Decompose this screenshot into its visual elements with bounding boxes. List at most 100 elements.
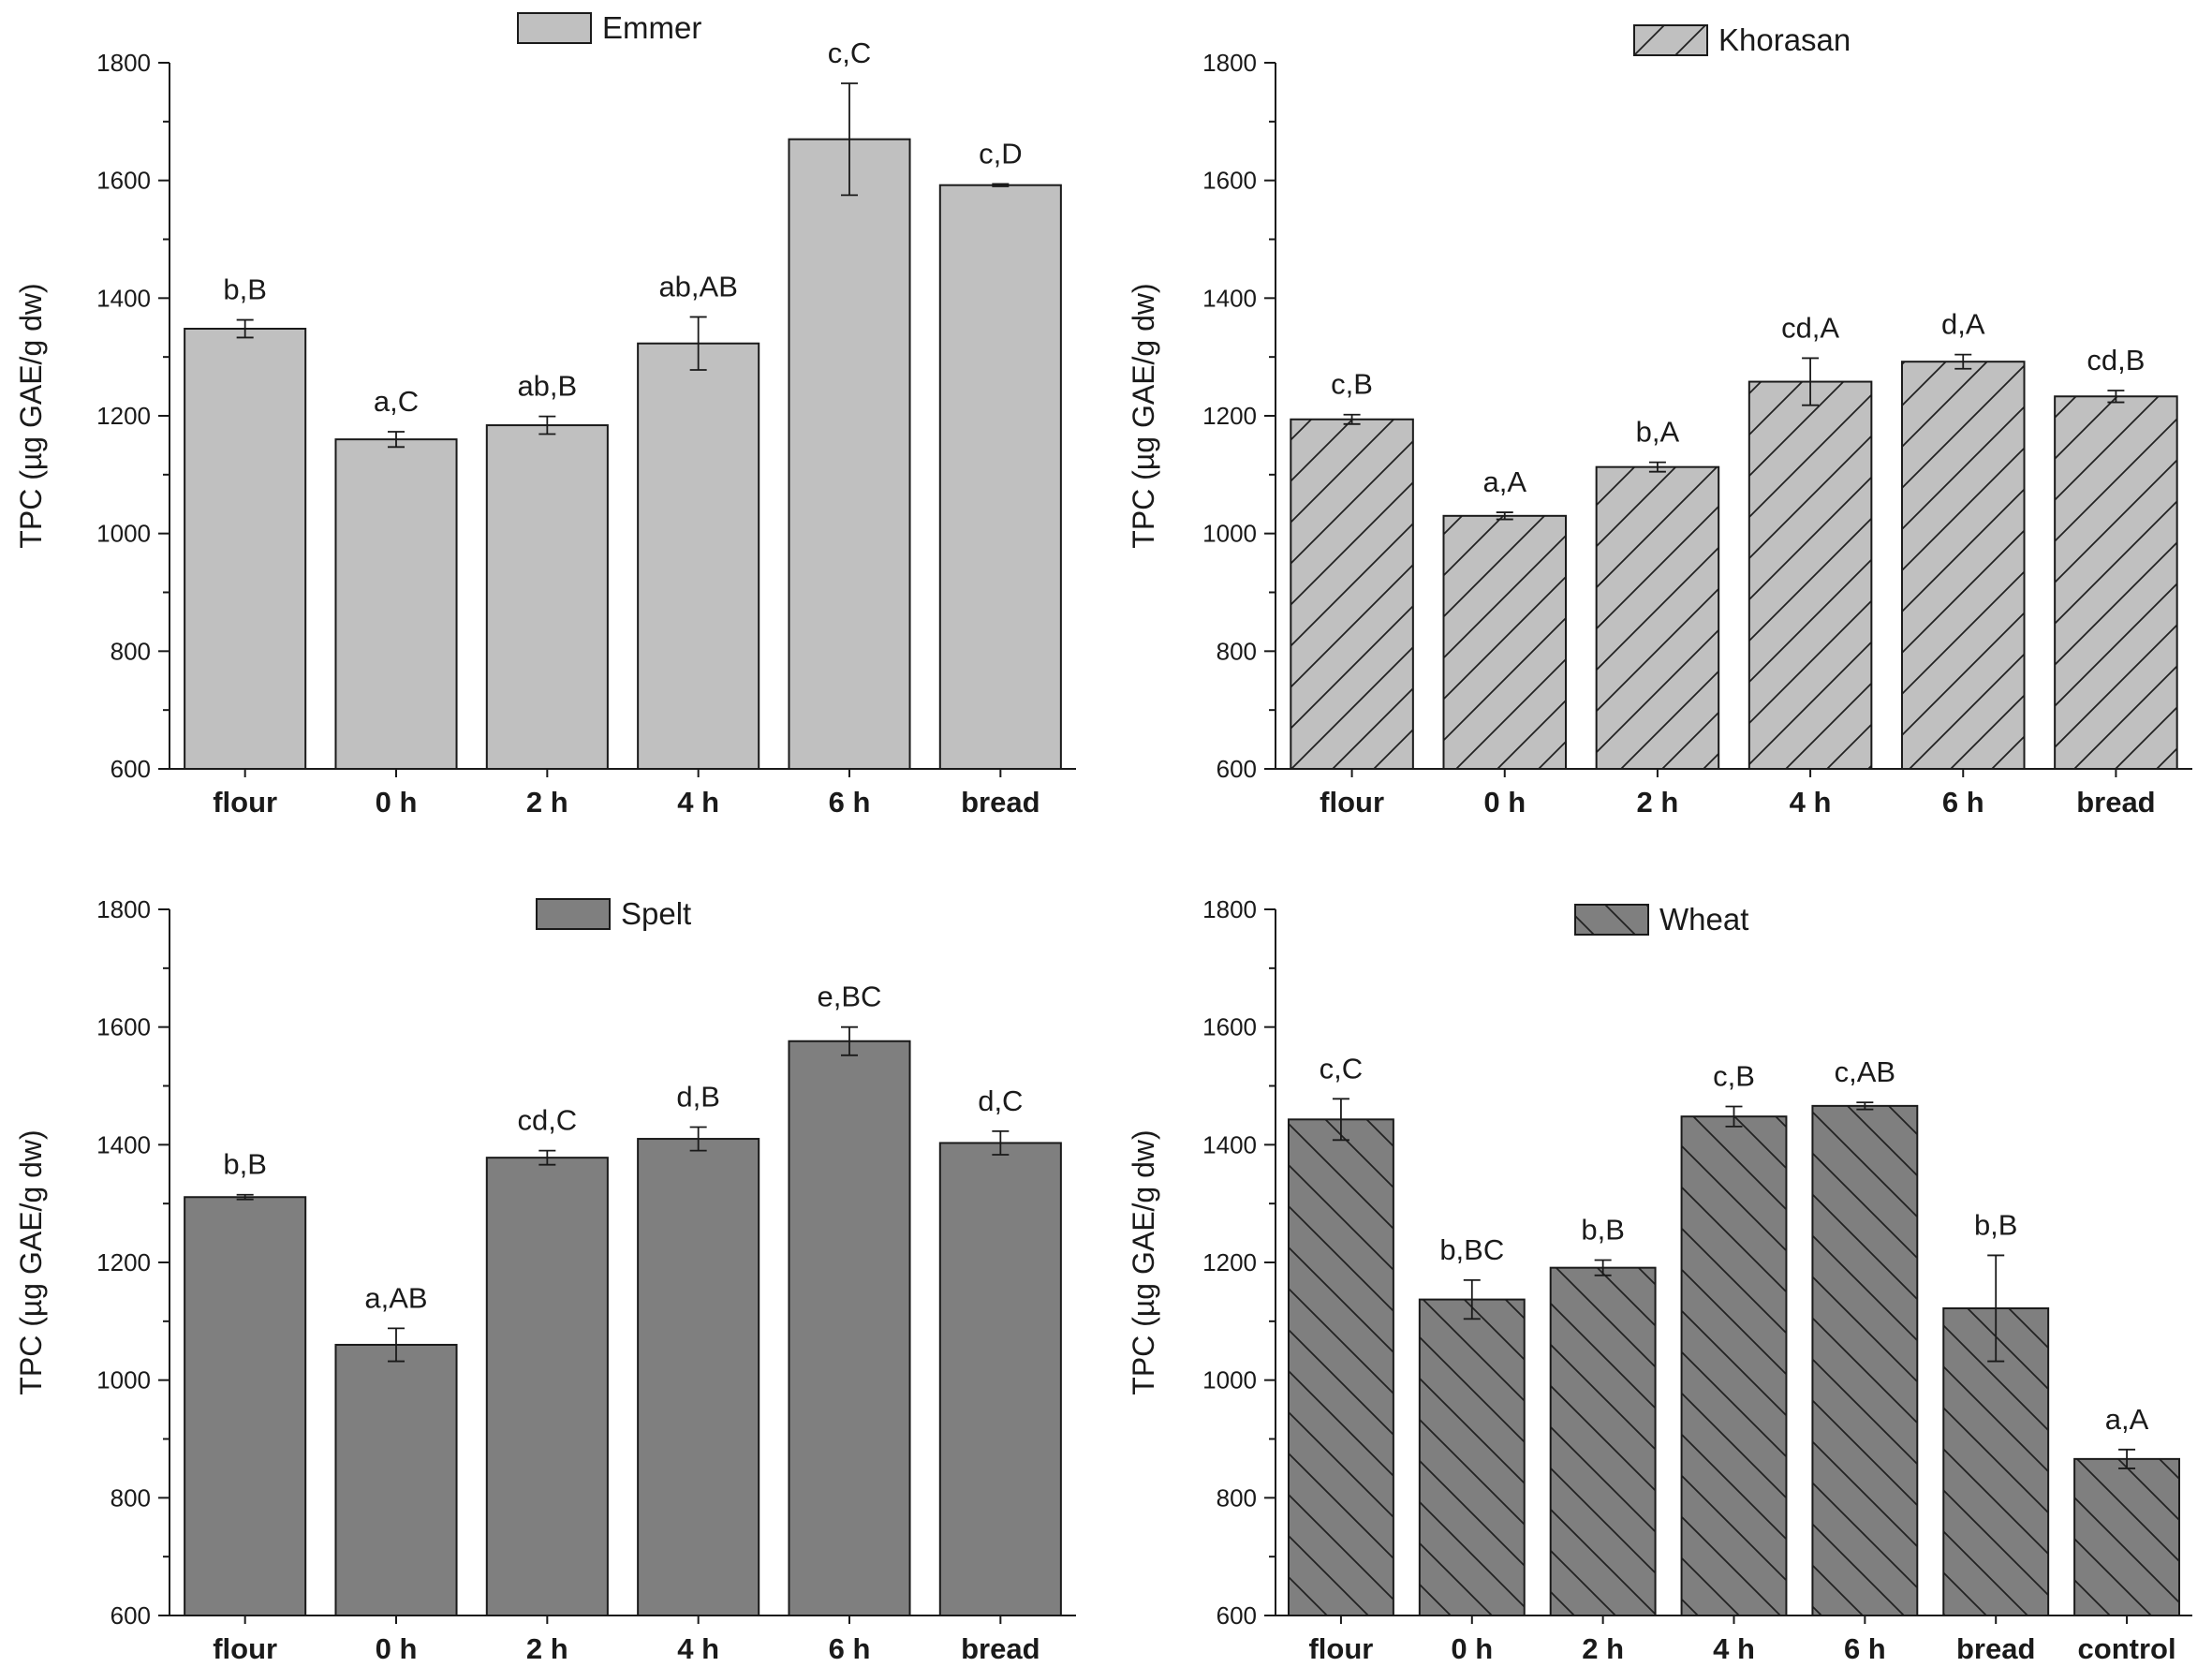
bar-hatch [1748,381,1872,769]
x-tick-label: bread [961,1632,1040,1665]
y-tick-label: 800 [111,637,151,665]
x-tick-label: 2 h [1637,786,1679,819]
y-tick-label: 600 [111,1601,151,1630]
significance-label: d,B [676,1080,720,1113]
panel-emmer: b,B flour a,C 0 h ab,B 2 h ab,AB 4 h c,C 6 h c,D br… [14,10,1076,819]
significance-label: d,C [978,1084,1023,1117]
y-tick-label: 600 [111,755,151,783]
significance-label: ab,B [517,370,577,403]
bar [939,184,1061,769]
legend-label: Spelt [621,896,691,931]
significance-label: c,B [1331,368,1373,401]
bar-hatch [1419,1299,1525,1615]
x-tick-label: flour [1320,786,1384,819]
y-tick-label: 1400 [96,284,151,312]
legend-swatch-outline [536,898,611,930]
y-tick-label: 1800 [96,895,151,923]
bar [638,1139,759,1615]
y-tick-label: 1800 [96,49,151,77]
x-tick-label: 2 h [1582,1632,1624,1665]
bar [486,425,608,769]
y-tick-label: 1000 [1202,520,1257,548]
x-tick-label: 2 h [526,786,568,819]
x-tick-label: control [2078,1632,2176,1665]
bar-hatch [1596,466,1719,769]
x-tick-label: 0 h [1451,1632,1493,1665]
bar [184,1197,306,1615]
y-axis-label: TPC (µg GAE/g dw) [1127,1129,1160,1394]
bar [335,1344,457,1615]
x-tick-label: 4 h [677,1632,719,1665]
significance-label: b,B [1581,1213,1625,1246]
bar-hatch [1901,361,2025,769]
x-tick-label: 6 h [1942,786,1984,819]
significance-label: b,BC [1439,1233,1504,1266]
significance-label: b,A [1636,416,1680,449]
legend-label: Emmer [602,10,701,45]
bar-hatch [1550,1267,1656,1615]
y-tick-label: 1600 [96,1013,151,1041]
x-tick-label: bread [961,786,1040,819]
bar-hatch [1812,1105,1918,1615]
legend-label: Khorasan [1718,22,1851,57]
y-tick-label: 1400 [96,1130,151,1158]
y-tick-label: 1800 [1202,895,1257,923]
x-tick-label: flour [213,1632,277,1665]
significance-label: a,A [2105,1403,2149,1436]
y-tick-label: 1000 [96,520,151,548]
y-tick-label: 600 [1217,755,1257,783]
legend-swatch-hatch [1575,905,1648,935]
significance-label: e,BC [818,981,882,1013]
significance-label: a,AB [364,1281,427,1314]
significance-label: c,B [1713,1059,1755,1092]
legend: Emmer [517,10,701,45]
x-tick-label: 6 h [829,1632,871,1665]
significance-label: a,A [1482,465,1526,498]
legend: Khorasan [1633,22,1851,57]
significance-label: d,A [1941,308,1985,341]
x-tick-label: bread [1956,1632,2035,1665]
significance-label: c,C [828,37,872,69]
y-tick-label: 1000 [96,1366,151,1394]
bar [335,439,457,769]
y-tick-label: 1200 [1202,1248,1257,1276]
x-tick-label: 6 h [1844,1632,1886,1665]
x-tick-label: 4 h [1790,786,1832,819]
x-tick-label: flour [213,786,277,819]
significance-label: b,B [223,273,267,306]
legend: Spelt [536,896,691,931]
bar [638,343,759,769]
significance-label: c,AB [1835,1055,1895,1088]
significance-label: ab,AB [658,270,737,302]
legend-swatch-hatch [1634,25,1707,55]
y-tick-label: 1200 [96,1248,151,1276]
x-tick-label: 4 h [677,786,719,819]
x-tick-label: 0 h [376,786,418,819]
panel-spelt: b,B flour a,AB 0 h cd,C 2 h d,B 4 h e,BC 6 h d,C br… [14,895,1076,1665]
bar [789,1040,910,1615]
y-axis-label: TPC (µg GAE/g dw) [14,283,48,548]
x-tick-label: bread [2076,786,2155,819]
y-tick-label: 1600 [1202,1013,1257,1041]
bar-hatch [1681,1116,1787,1615]
y-tick-label: 1200 [96,402,151,430]
y-tick-label: 800 [1217,637,1257,665]
bar [789,139,910,769]
y-tick-label: 1600 [1202,167,1257,195]
significance-label: c,C [1320,1052,1364,1084]
y-axis-label: TPC (µg GAE/g dw) [14,1129,48,1394]
y-tick-label: 1000 [1202,1366,1257,1394]
legend-swatch-outline [1574,904,1649,936]
y-tick-label: 1800 [1202,49,1257,77]
bar [939,1143,1061,1615]
x-tick-label: flour [1308,1632,1373,1665]
y-tick-label: 800 [111,1483,151,1512]
panel-wheat: c,C flour b,BC 0 h b,B 2 h c,B 4 h c,AB 6 h b,B bre… [1127,895,2192,1665]
significance-label: cd,A [1781,311,1839,344]
y-axis-label: TPC (µg GAE/g dw) [1127,283,1160,548]
bar [486,1158,608,1615]
y-tick-label: 1400 [1202,284,1257,312]
bar-hatch [1288,1119,1394,1615]
x-tick-label: 6 h [829,786,871,819]
